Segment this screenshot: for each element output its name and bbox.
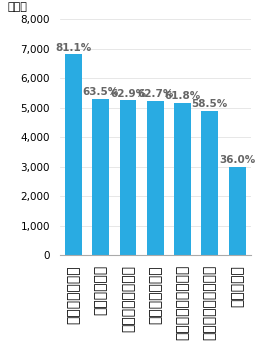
Text: 62.9%: 62.9%: [110, 89, 146, 99]
Y-axis label: （件）: （件）: [8, 2, 28, 12]
Text: 58.5%: 58.5%: [192, 99, 228, 109]
Bar: [65, 54, 82, 255]
Text: 36.0%: 36.0%: [219, 155, 255, 165]
Bar: [174, 103, 191, 255]
Text: 81.1%: 81.1%: [55, 43, 92, 53]
Bar: [92, 99, 109, 255]
Bar: [120, 100, 136, 255]
Bar: [229, 167, 245, 255]
Text: 61.8%: 61.8%: [164, 91, 201, 101]
Bar: [147, 101, 164, 255]
Text: 63.5%: 63.5%: [83, 87, 119, 97]
Text: 62.7%: 62.7%: [137, 89, 173, 99]
Bar: [201, 111, 218, 255]
